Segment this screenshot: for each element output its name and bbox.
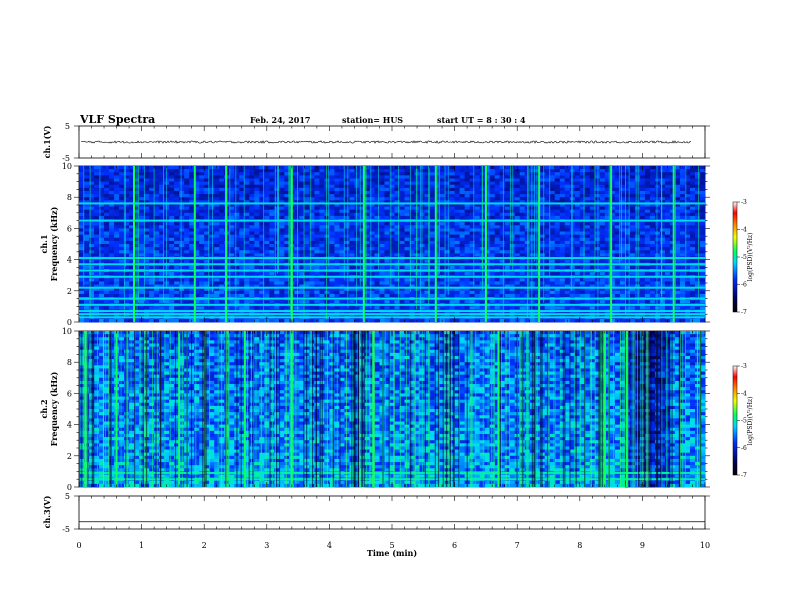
vlf-event-streak bbox=[84, 331, 87, 487]
xtick-label: 6 bbox=[452, 541, 457, 550]
vlf-event-streak bbox=[362, 166, 365, 322]
ytick-label: 4 bbox=[67, 256, 72, 265]
ylabel-ch2-spectrogram-channel: ch.2 bbox=[39, 399, 49, 418]
vlf-event-streak bbox=[625, 331, 628, 487]
spectral-line bbox=[79, 275, 705, 278]
colorbar-ch1-gradient bbox=[732, 201, 738, 313]
ytick-label: 6 bbox=[67, 224, 72, 233]
xtick-label: 7 bbox=[515, 541, 520, 550]
start-time-label: start UT = 8 : 30 : 4 bbox=[437, 115, 526, 125]
vlf-event-streak bbox=[133, 166, 136, 322]
xtick-label: 8 bbox=[577, 541, 582, 550]
spectral-line bbox=[79, 257, 705, 260]
colorbar-ch2-gradient bbox=[732, 365, 738, 476]
ytick-label: 4 bbox=[67, 421, 72, 430]
xtick-label: 2 bbox=[202, 541, 207, 550]
vlf-event-streak bbox=[603, 331, 606, 487]
spectral-line bbox=[79, 202, 705, 205]
spectrogram-ch1 bbox=[79, 166, 706, 323]
colorbar-tick-label: -7 bbox=[741, 309, 747, 316]
date-label: Feb. 24, 2017 bbox=[250, 115, 310, 125]
ytick-label: 10 bbox=[62, 162, 72, 171]
figure-title: VLF Spectra bbox=[79, 113, 155, 126]
colorbar-tick-label: -4 bbox=[741, 227, 747, 234]
ylabel-ch1-spectrogram-channel: ch.1 bbox=[39, 234, 49, 253]
vlf-event-streak bbox=[672, 166, 675, 322]
vlf-event-streak bbox=[290, 166, 293, 322]
ytick-label: 0 bbox=[67, 318, 72, 327]
spectral-line bbox=[79, 478, 705, 481]
spectral-line bbox=[79, 286, 705, 289]
xtick-label: 9 bbox=[640, 541, 645, 550]
vlf-event-streak bbox=[538, 166, 541, 322]
spectral-line bbox=[79, 219, 705, 222]
vlf-event-streak bbox=[372, 331, 375, 487]
spectral-line bbox=[79, 269, 705, 272]
colorbar-tick-label: -5 bbox=[741, 418, 747, 425]
ylabel-ch1-voltage: ch.1(V) bbox=[42, 125, 52, 158]
ylabel-ch2-spectrogram-frequency: Frequency (kHz) bbox=[49, 371, 59, 446]
colorbar-tick-label: -3 bbox=[741, 199, 747, 206]
ytick-label: 5 bbox=[65, 122, 70, 131]
xtick-label: 3 bbox=[264, 541, 269, 550]
spectral-line bbox=[79, 310, 705, 313]
spectral-line bbox=[79, 297, 705, 300]
xtick-label: 0 bbox=[76, 541, 81, 550]
ytick-label: 8 bbox=[67, 193, 72, 202]
vlf-event-streak bbox=[243, 331, 246, 487]
vlf-event-streak bbox=[193, 166, 196, 322]
colorbar-tick-label: -6 bbox=[741, 282, 747, 289]
ytick-label: 0 bbox=[67, 483, 72, 492]
ytick-label: 10 bbox=[62, 327, 72, 336]
spectral-line bbox=[79, 313, 705, 316]
ytick-label: 6 bbox=[67, 389, 72, 398]
spectrogram-ch2 bbox=[79, 331, 706, 488]
xtick-label: 1 bbox=[139, 541, 144, 550]
colorbar-tick-label: -4 bbox=[741, 390, 747, 397]
xtick-label: 5 bbox=[389, 541, 394, 550]
vlf-event-streak bbox=[434, 166, 437, 322]
waveform-ch3-frame bbox=[78, 495, 706, 530]
ytick-label: 2 bbox=[67, 287, 72, 296]
colorbar-ch2-label: log(PSD)(V²/Hz) bbox=[747, 397, 754, 446]
ytick-label: 2 bbox=[67, 452, 72, 461]
vlf-event-streak bbox=[290, 331, 293, 487]
xtick-label: 10 bbox=[700, 541, 710, 550]
colorbar-tick-label: -7 bbox=[741, 472, 747, 479]
ytick-label: 5 bbox=[65, 492, 70, 501]
vlf-event-streak bbox=[178, 331, 181, 487]
vlf-event-streak bbox=[115, 331, 118, 487]
waveform-ch1-trace bbox=[80, 140, 692, 144]
xaxis-label: Time (min) bbox=[367, 548, 417, 558]
ytick-label: 8 bbox=[67, 358, 72, 367]
xtick-label: 4 bbox=[327, 541, 332, 550]
spectral-line bbox=[79, 471, 705, 474]
vlf-event-streak bbox=[610, 166, 613, 322]
ylabel-ch1-spectrogram-frequency: Frequency (kHz) bbox=[49, 206, 59, 281]
colorbar-tick-label: -6 bbox=[741, 445, 747, 452]
ylabel-ch3-voltage: ch.3(V) bbox=[42, 495, 52, 528]
colorbar-tick-label: -5 bbox=[741, 254, 747, 261]
vlf-event-streak bbox=[497, 331, 500, 487]
spectral-line bbox=[79, 263, 705, 266]
spectral-line bbox=[79, 303, 705, 306]
colorbar-tick-label: -3 bbox=[741, 363, 747, 370]
ytick-label: -5 bbox=[62, 154, 70, 163]
vlf-event-streak bbox=[484, 166, 487, 322]
vlf-event-streak bbox=[225, 166, 228, 322]
station-label: station= HUS bbox=[342, 115, 403, 125]
colorbar-ch1-label: log(PSD)(V²/Hz) bbox=[747, 233, 754, 282]
ytick-label: -5 bbox=[62, 525, 70, 534]
